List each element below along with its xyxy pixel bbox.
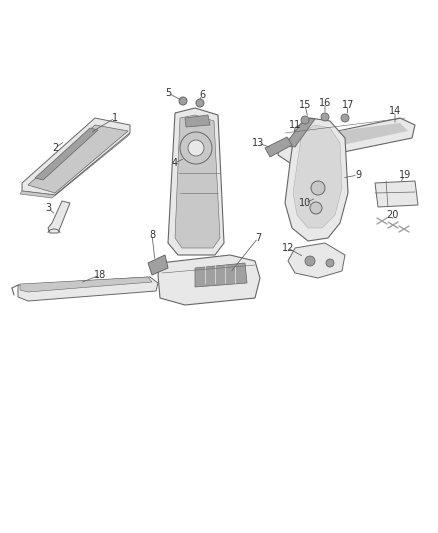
Polygon shape bbox=[285, 118, 348, 241]
Text: 3: 3 bbox=[45, 203, 51, 213]
Polygon shape bbox=[35, 128, 98, 180]
Text: 12: 12 bbox=[282, 243, 294, 253]
Text: 20: 20 bbox=[386, 210, 398, 220]
Text: 5: 5 bbox=[165, 88, 171, 98]
Polygon shape bbox=[285, 118, 315, 147]
Polygon shape bbox=[168, 108, 224, 255]
Text: 16: 16 bbox=[319, 98, 331, 108]
Circle shape bbox=[311, 181, 325, 195]
Polygon shape bbox=[285, 123, 408, 155]
Polygon shape bbox=[20, 133, 130, 198]
Polygon shape bbox=[18, 277, 158, 301]
Text: 7: 7 bbox=[255, 233, 261, 243]
Polygon shape bbox=[185, 115, 210, 127]
Text: 18: 18 bbox=[94, 270, 106, 280]
Polygon shape bbox=[148, 255, 168, 275]
Circle shape bbox=[310, 202, 322, 214]
Circle shape bbox=[321, 113, 329, 121]
Text: 2: 2 bbox=[52, 143, 58, 153]
Polygon shape bbox=[28, 125, 128, 193]
Polygon shape bbox=[195, 263, 247, 287]
Text: 9: 9 bbox=[355, 170, 361, 180]
Circle shape bbox=[326, 259, 334, 267]
Text: 4: 4 bbox=[172, 158, 178, 168]
Circle shape bbox=[301, 116, 309, 124]
Polygon shape bbox=[265, 137, 292, 157]
Text: 14: 14 bbox=[389, 106, 401, 116]
Circle shape bbox=[341, 114, 349, 122]
Polygon shape bbox=[158, 255, 260, 305]
Text: 1: 1 bbox=[112, 113, 118, 123]
Polygon shape bbox=[293, 125, 342, 228]
Polygon shape bbox=[20, 277, 152, 292]
Text: 13: 13 bbox=[252, 138, 264, 148]
Polygon shape bbox=[22, 118, 130, 195]
Circle shape bbox=[180, 132, 212, 164]
Text: 11: 11 bbox=[289, 120, 301, 130]
Polygon shape bbox=[48, 201, 70, 233]
Text: 15: 15 bbox=[299, 100, 311, 110]
Circle shape bbox=[188, 140, 204, 156]
Text: 19: 19 bbox=[399, 170, 411, 180]
Polygon shape bbox=[175, 115, 220, 248]
Polygon shape bbox=[278, 118, 415, 163]
Circle shape bbox=[196, 99, 204, 107]
Text: 8: 8 bbox=[149, 230, 155, 240]
Circle shape bbox=[305, 256, 315, 266]
Text: 6: 6 bbox=[199, 90, 205, 100]
Polygon shape bbox=[375, 181, 418, 207]
Polygon shape bbox=[288, 243, 345, 278]
Circle shape bbox=[179, 97, 187, 105]
Text: 10: 10 bbox=[299, 198, 311, 208]
Text: 17: 17 bbox=[342, 100, 354, 110]
